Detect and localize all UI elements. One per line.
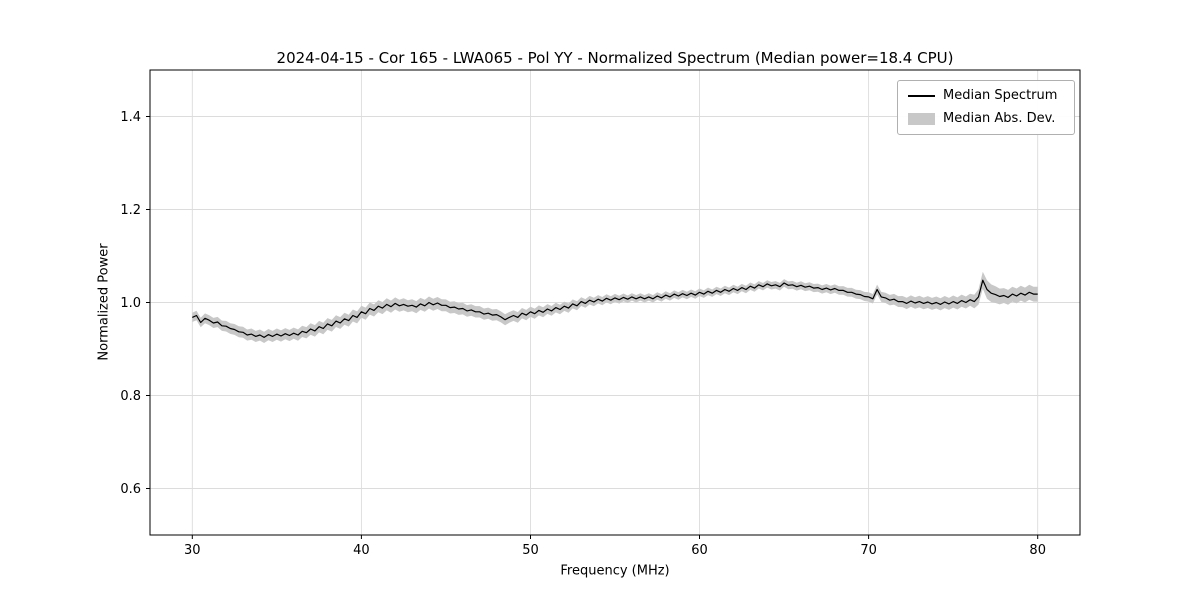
legend-label-median-spectrum: Median Spectrum	[943, 88, 1058, 103]
svg-text:80: 80	[1029, 543, 1046, 558]
median-abs-dev-band-swatch	[908, 113, 935, 125]
svg-text:0.8: 0.8	[120, 389, 141, 404]
svg-text:60: 60	[691, 543, 708, 558]
legend: Median Spectrum Median Abs. Dev.	[897, 80, 1075, 135]
chart-title: 2024-04-15 - Cor 165 - LWA065 - Pol YY -…	[276, 49, 954, 67]
svg-text:1.0: 1.0	[120, 296, 141, 311]
svg-text:50: 50	[522, 543, 539, 558]
svg-text:40: 40	[353, 543, 370, 558]
svg-text:0.6: 0.6	[120, 482, 141, 497]
svg-text:30: 30	[184, 543, 201, 558]
x-axis-label: Frequency (MHz)	[560, 563, 670, 579]
y-axis-label: Normalized Power	[96, 243, 112, 361]
legend-label-median-abs-dev: Median Abs. Dev.	[943, 111, 1056, 126]
svg-text:1.4: 1.4	[120, 110, 141, 125]
median-spectrum-line-swatch	[908, 95, 935, 97]
svg-text:1.2: 1.2	[120, 203, 141, 218]
legend-item-median-abs-dev: Median Abs. Dev.	[908, 111, 1064, 127]
svg-text:70: 70	[860, 543, 877, 558]
legend-item-median-spectrum: Median Spectrum	[908, 88, 1064, 104]
